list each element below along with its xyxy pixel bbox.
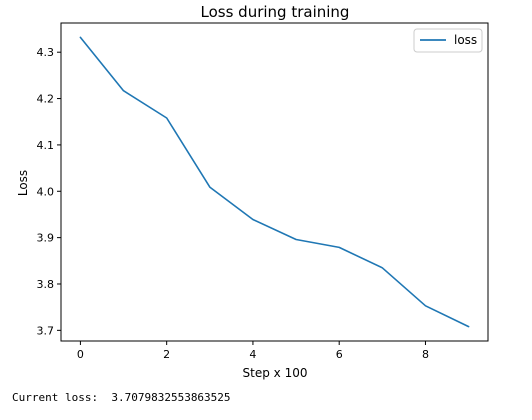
series-layer bbox=[79, 36, 470, 328]
x-tick-label: 6 bbox=[336, 348, 343, 361]
legend-label: loss bbox=[454, 33, 477, 47]
current-loss-value: 3.7079832553863525 bbox=[111, 391, 231, 404]
y-tick-label: 4.0 bbox=[37, 185, 55, 198]
series-line-loss bbox=[79, 36, 470, 328]
current-loss-label: Current loss: bbox=[12, 391, 99, 404]
y-tick-label: 4.3 bbox=[37, 46, 55, 59]
y-tick-label: 3.7 bbox=[37, 324, 55, 337]
loss-chart: Loss during training 3.7 3.8 3.9 4.0 4.1 4.2 4… bbox=[16, 3, 489, 380]
y-axis-label: Loss bbox=[16, 170, 30, 196]
plot-frame bbox=[60, 22, 489, 342]
y-axis-ticks: 3.7 3.8 3.9 4.0 4.1 4.2 4.3 bbox=[37, 46, 61, 337]
x-axis-label: Step x 100 bbox=[243, 366, 308, 380]
y-tick-label: 3.8 bbox=[37, 278, 55, 291]
legend-box bbox=[413, 28, 483, 53]
current-loss-readout: Current loss: 3.7079832553863525 bbox=[12, 391, 231, 404]
y-tick-label: 4.1 bbox=[37, 139, 55, 152]
legend: loss bbox=[413, 28, 483, 53]
x-tick-label: 4 bbox=[249, 348, 256, 361]
x-axis-ticks: 0 2 4 6 8 bbox=[77, 341, 429, 361]
x-tick-label: 2 bbox=[163, 348, 170, 361]
chart-title: Loss during training bbox=[201, 3, 350, 21]
x-tick-label: 0 bbox=[77, 348, 84, 361]
y-tick-label: 4.2 bbox=[37, 93, 55, 106]
y-tick-label: 3.9 bbox=[37, 232, 55, 245]
x-tick-label: 8 bbox=[422, 348, 429, 361]
